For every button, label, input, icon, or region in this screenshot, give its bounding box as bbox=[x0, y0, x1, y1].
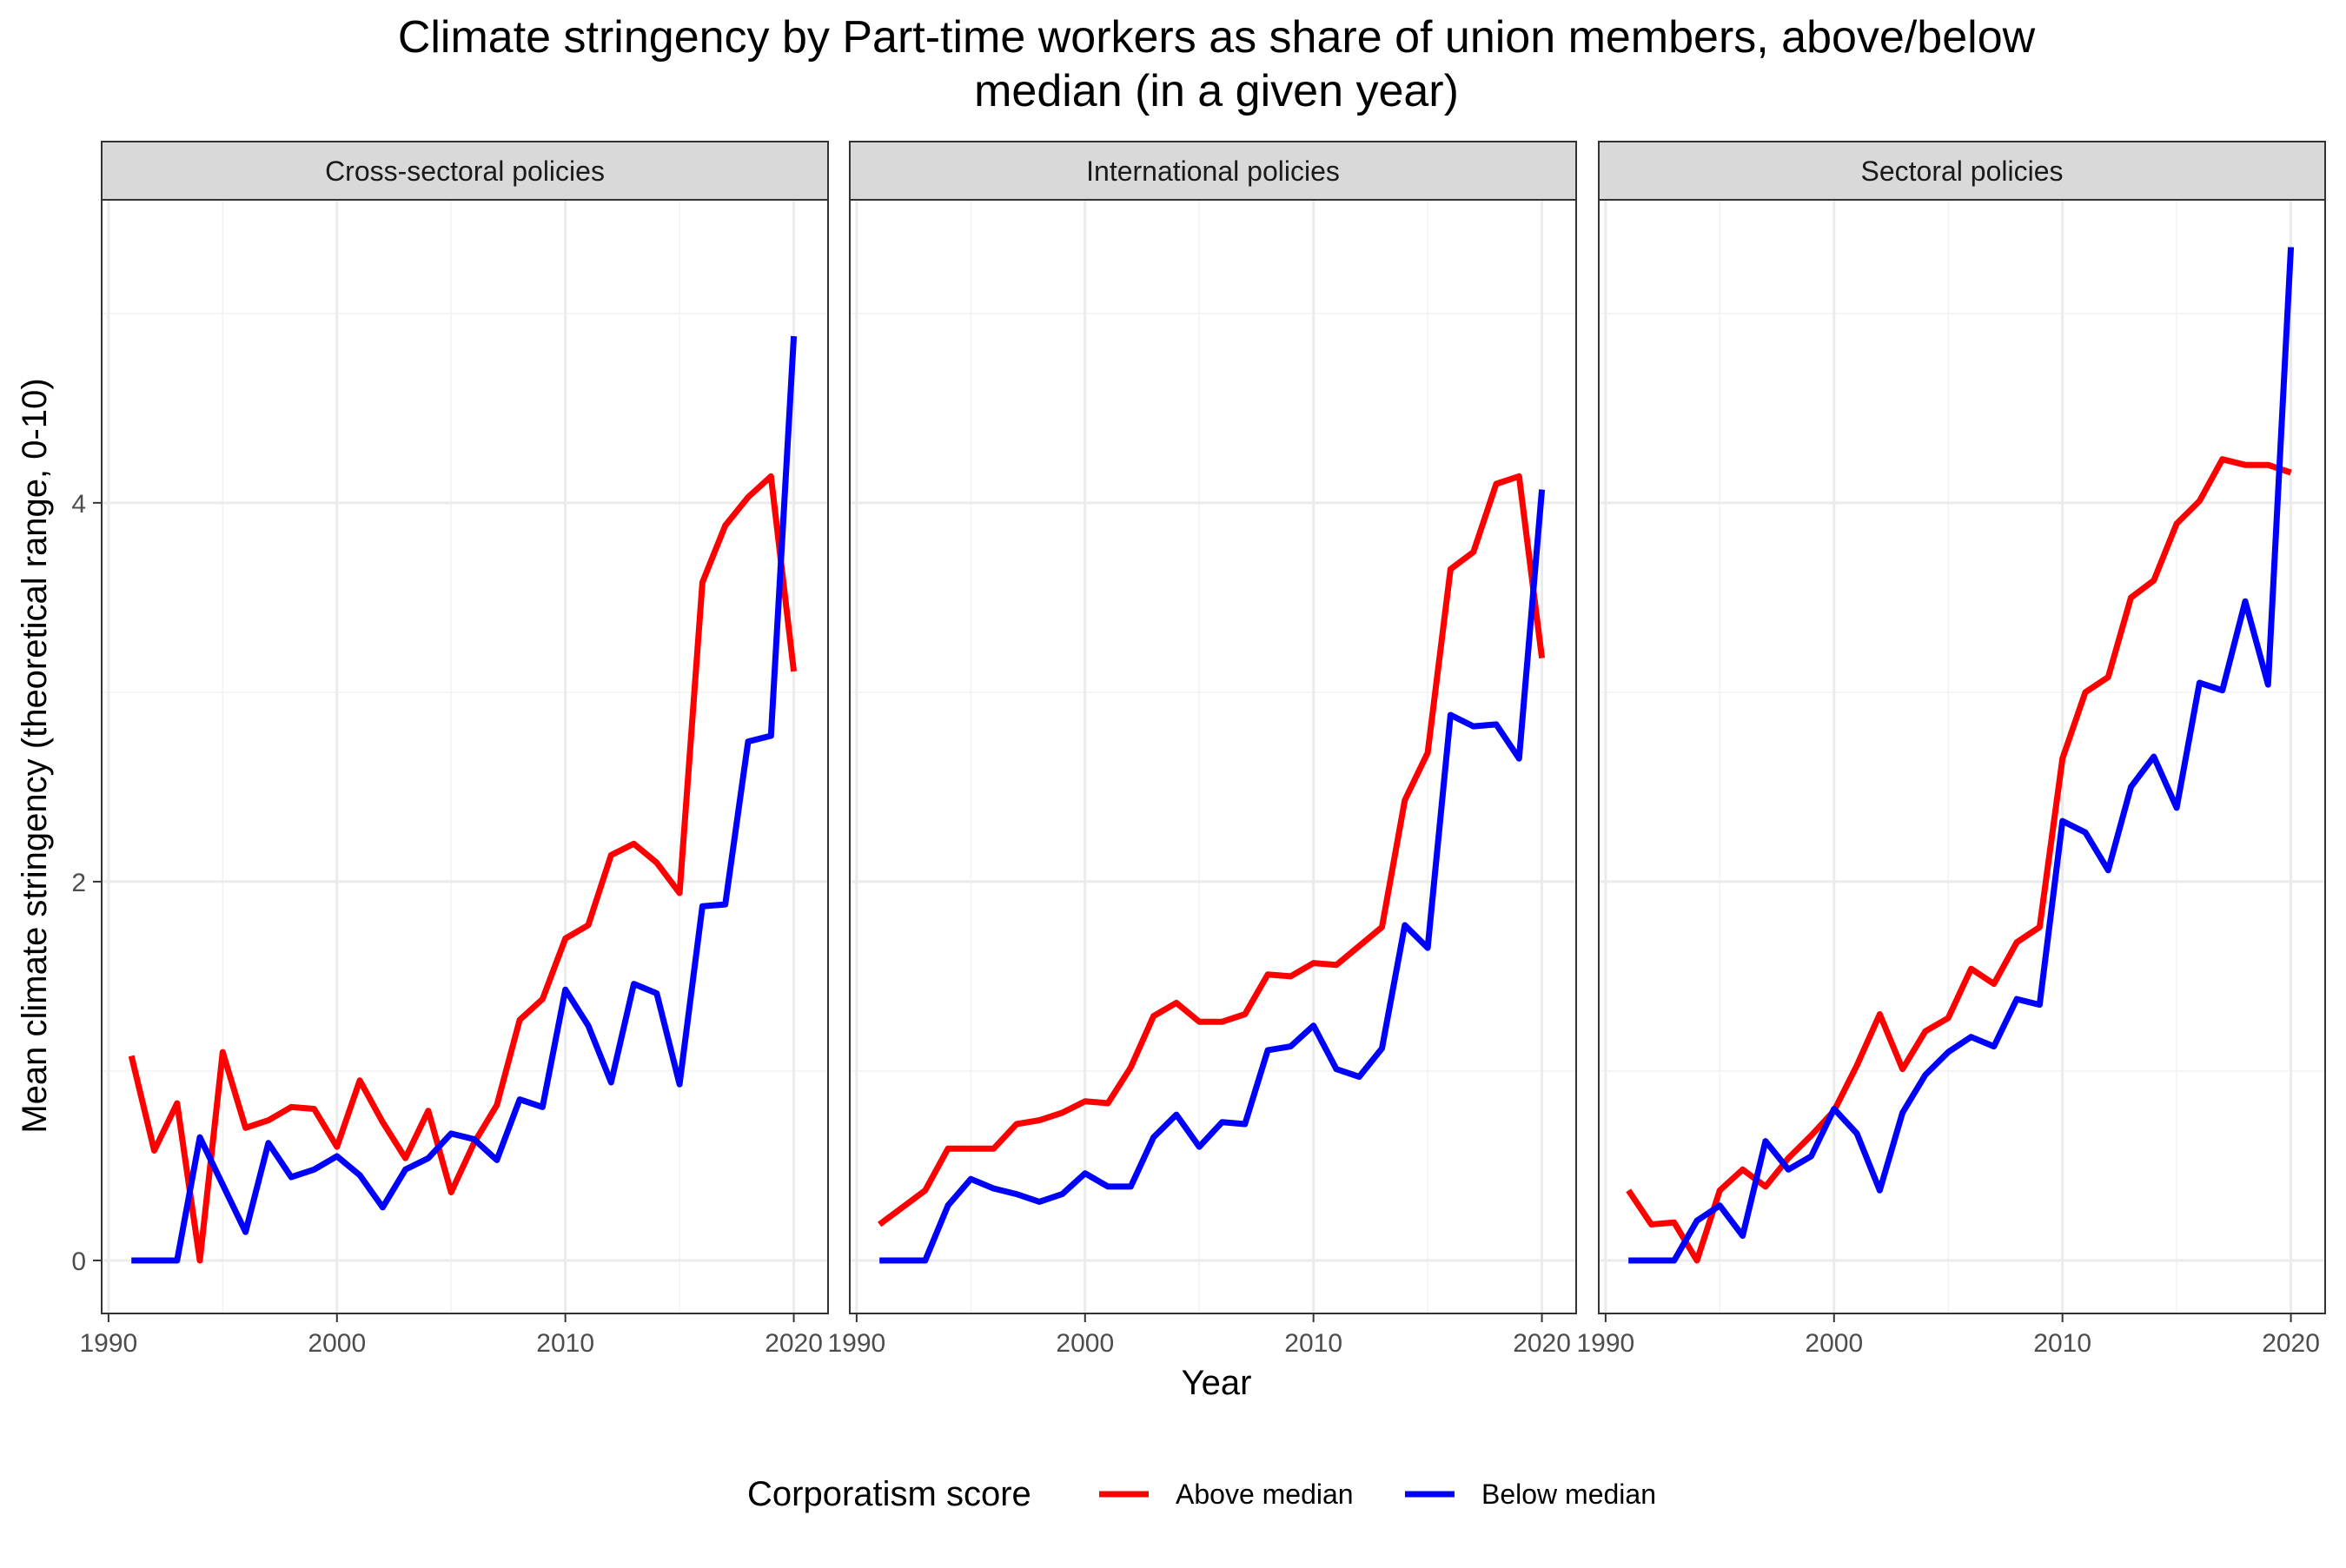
x-tick-label: 2020 bbox=[2262, 1329, 2320, 1358]
x-tick-label: 2010 bbox=[2033, 1329, 2091, 1358]
x-tick-label: 2010 bbox=[1284, 1329, 1342, 1358]
y-tick-label: 2 bbox=[71, 869, 86, 897]
series-line-below-median bbox=[131, 335, 798, 1264]
panel-border bbox=[849, 199, 1577, 1314]
series-line-below-median bbox=[879, 489, 1546, 1264]
x-tick-label: 2010 bbox=[536, 1329, 594, 1358]
chart-title-line-1: Climate stringency by Part-time workers … bbox=[398, 12, 2036, 63]
x-tick-label: 2000 bbox=[308, 1329, 366, 1358]
panel-strip bbox=[849, 141, 1577, 201]
legend-label-below-median: Below median bbox=[1481, 1479, 1656, 1510]
x-axis-label: Year bbox=[1182, 1364, 1252, 1402]
x-tick-label: 1990 bbox=[1577, 1329, 1635, 1358]
series-line-above-median bbox=[878, 473, 1546, 1227]
panel-sectoral-policies: Sectoral policies 1990 2000 2010 2020 bbox=[1577, 141, 2326, 1358]
y-axis-label: Mean climate stringency (theoretical ran… bbox=[16, 378, 54, 1133]
y-tick-label: 4 bbox=[71, 490, 86, 519]
panel-strip-label: Sectoral policies bbox=[1861, 155, 2064, 187]
x-tick-label: 1990 bbox=[80, 1329, 138, 1358]
panel-strip-label: Cross-sectoral policies bbox=[325, 155, 605, 187]
x-tick-label: 1990 bbox=[828, 1329, 886, 1358]
series-line-above-median bbox=[128, 473, 798, 1264]
series-line-below-median bbox=[1628, 247, 2295, 1264]
panel-strip-label: International policies bbox=[1086, 155, 1340, 187]
panel-strip bbox=[101, 141, 829, 201]
legend: Corporatism score Above median Below med… bbox=[747, 1475, 1656, 1513]
x-tick-label: 2000 bbox=[1056, 1329, 1114, 1358]
legend-title: Corporatism score bbox=[747, 1475, 1031, 1513]
panel-border bbox=[1598, 199, 2326, 1314]
series-line-above-median bbox=[1626, 456, 2292, 1264]
plot-background bbox=[1599, 200, 2325, 1313]
panel-strip bbox=[1598, 141, 2326, 201]
panel-cross-sectoral-policies: Cross-sectoral policies 1990 2000 2010 2020 0… bbox=[71, 141, 829, 1358]
chart-title-line-2: median (in a given year) bbox=[974, 66, 1459, 116]
x-tick-label: 2020 bbox=[765, 1329, 823, 1358]
x-tick-label: 2020 bbox=[1513, 1329, 1571, 1358]
y-tick-label: 0 bbox=[71, 1247, 86, 1276]
x-tick-label: 2000 bbox=[1805, 1329, 1863, 1358]
legend-label-above-median: Above median bbox=[1176, 1479, 1354, 1510]
panel-international-policies: International policies 1990 2000 2010 2020 bbox=[828, 141, 1577, 1358]
panel-border bbox=[101, 199, 829, 1314]
